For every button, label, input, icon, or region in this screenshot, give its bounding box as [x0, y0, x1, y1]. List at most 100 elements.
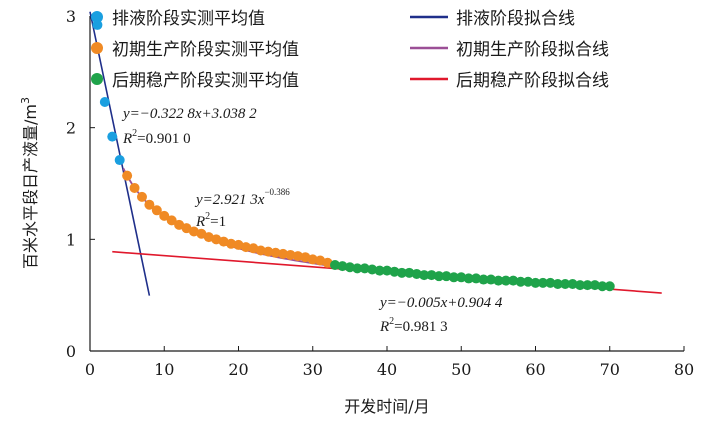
data-point — [552, 279, 563, 289]
data-point — [567, 279, 578, 289]
data-point — [344, 262, 355, 273]
data-point — [500, 275, 511, 286]
data-point — [226, 238, 237, 249]
data-point — [582, 280, 593, 291]
data-point — [374, 265, 385, 276]
data-point — [99, 96, 110, 107]
data-point — [122, 170, 133, 181]
r2-sup: 2 — [389, 316, 394, 327]
r2-value: =1 — [210, 214, 226, 230]
data-point — [307, 254, 318, 265]
data-point — [589, 280, 600, 291]
y-tick-label: 3 — [66, 7, 76, 26]
data-point — [159, 210, 170, 221]
r2-sup: 2 — [205, 211, 210, 222]
data-point — [523, 276, 534, 287]
legend-marker-drainage — [91, 11, 103, 23]
fit-line-3 — [89, 11, 151, 296]
legend-label-drainage-fit: 排液阶段拟合线 — [456, 9, 575, 29]
data-point — [463, 273, 474, 284]
data-point — [508, 275, 519, 286]
equation-2-r2: R2=1 — [195, 211, 226, 230]
r2-symbol: R — [122, 131, 132, 147]
data-point — [493, 275, 504, 286]
data-point — [144, 199, 155, 210]
y-tick-label: 1 — [66, 230, 76, 249]
data-point — [604, 281, 615, 292]
y-ticks: 0 1 2 3 — [66, 7, 95, 361]
data-point — [396, 267, 407, 278]
legend-label-initial: 初期生产阶段实测平均值 — [112, 40, 299, 60]
data-point — [382, 265, 392, 276]
data-point — [456, 272, 467, 283]
data-point — [255, 245, 266, 256]
data-point — [174, 219, 185, 230]
legend-label-late-fit: 后期稳产阶段拟合线 — [456, 71, 609, 91]
x-tick-label: 60 — [525, 360, 545, 379]
r2-value: =0.981 3 — [394, 319, 447, 335]
data-point — [448, 272, 459, 283]
equation-1: y=−0.322 8x+3.038 2 R2=0.901 0 — [121, 106, 257, 147]
data-point — [426, 270, 437, 281]
data-point — [337, 261, 348, 272]
x-tick-label: 20 — [228, 360, 248, 379]
data-point — [114, 155, 125, 166]
data-point — [367, 264, 378, 275]
data-point — [278, 248, 289, 259]
equation-2-text: y=2.921 3x — [194, 192, 265, 208]
legend: 排液阶段实测平均值 初期生产阶段实测平均值 后期稳产阶段实测平均值 排液阶段拟合… — [91, 9, 609, 91]
data-point — [537, 277, 548, 288]
data-point — [560, 279, 571, 289]
x-tick-label: 10 — [154, 360, 174, 379]
data-point — [419, 270, 430, 281]
data-point — [107, 131, 118, 142]
fit-curve-4 — [122, 168, 336, 268]
y-axis-label-text: 百米水平段日产液量/m — [21, 104, 40, 269]
data-point — [485, 274, 496, 285]
x-tick-label: 80 — [674, 360, 694, 379]
legend-label-drainage: 排液阶段实测平均值 — [112, 9, 265, 29]
data-point — [530, 277, 541, 288]
equation-3-r2: R2=0.981 3 — [379, 316, 448, 335]
data-point — [352, 263, 363, 274]
equation-3-line: y=−0.005x+0.904 4 — [378, 295, 503, 311]
legend-marker-initial — [91, 42, 103, 54]
data-points — [92, 19, 615, 292]
data-point — [545, 277, 556, 288]
x-tick-label: 30 — [303, 360, 323, 379]
x-tick-label: 0 — [85, 360, 95, 379]
data-point — [515, 276, 526, 287]
data-point — [411, 268, 422, 279]
r2-symbol: R — [379, 319, 389, 335]
x-tick-label: 70 — [600, 360, 620, 379]
y-tick-label: 2 — [66, 119, 76, 138]
equation-2-exponent: −0.386 — [264, 187, 290, 197]
x-ticks: 0 10 20 30 40 50 60 70 80 — [85, 346, 694, 379]
legend-marker-late — [91, 73, 103, 85]
x-tick-label: 40 — [377, 360, 397, 379]
data-point — [441, 271, 452, 282]
legend-label-initial-fit: 初期生产阶段拟合线 — [456, 40, 609, 60]
data-point — [389, 266, 400, 277]
data-point — [471, 273, 482, 284]
data-point — [597, 281, 608, 292]
data-point — [359, 263, 370, 274]
x-axis-label: 开发时间/月 — [344, 397, 429, 416]
data-point — [129, 182, 140, 193]
data-point — [478, 274, 489, 285]
y-axis-label-sup: 3 — [19, 97, 32, 104]
x-tick-label: 50 — [451, 360, 471, 379]
equation-2-line: y=2.921 3x−0.386 — [194, 187, 290, 208]
equation-3: y=−0.005x+0.904 4 R2=0.981 3 — [378, 295, 503, 335]
r2-symbol: R — [195, 214, 205, 230]
y-tick-label: 0 — [66, 342, 76, 361]
data-point — [136, 191, 147, 202]
y-axis-label-group: 百米水平段日产液量/m3 — [19, 97, 40, 269]
data-point — [263, 246, 274, 257]
equation-1-r2: R2=0.901 0 — [122, 128, 191, 147]
legend-label-late: 后期稳产阶段实测平均值 — [112, 71, 299, 91]
data-point — [433, 271, 444, 282]
equation-1-line: y=−0.322 8x+3.038 2 — [121, 106, 257, 122]
data-point — [330, 260, 341, 271]
